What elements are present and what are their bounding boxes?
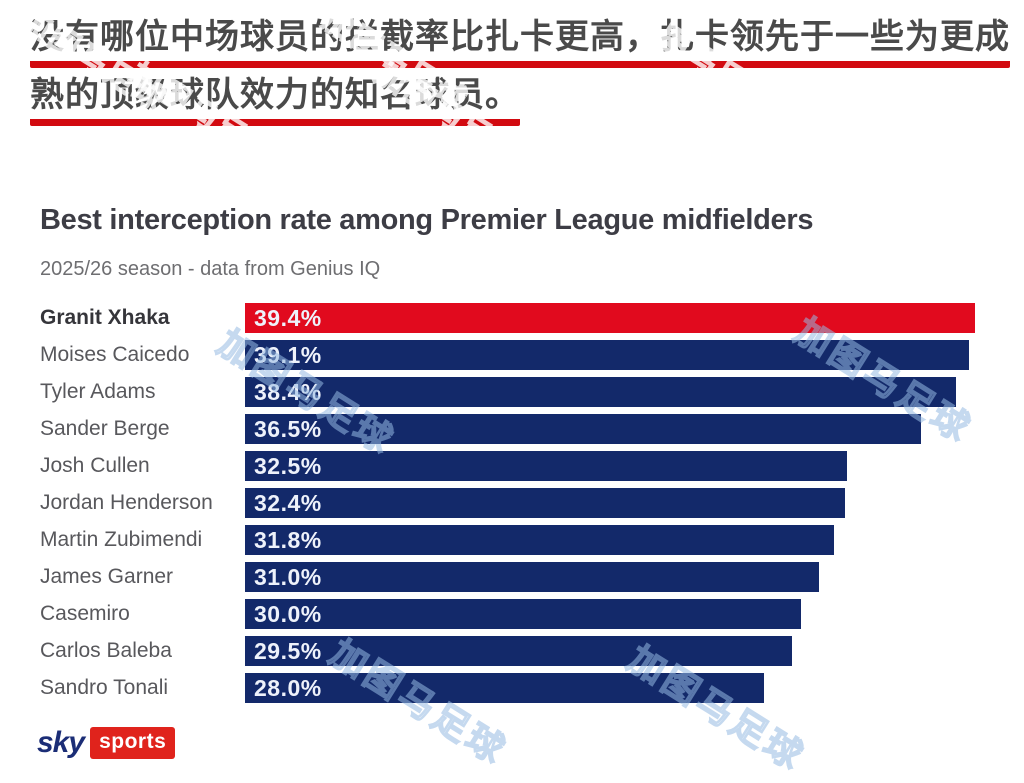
player-bar: 39.1%	[245, 340, 970, 370]
player-bar: 31.0%	[245, 562, 820, 592]
sky-sports-logo: sky sports	[37, 726, 176, 760]
player-bar: 31.8%	[245, 525, 835, 555]
player-name: Carlos Baleba	[40, 639, 172, 662]
chart-row: Tyler Adams 38.4%	[40, 377, 980, 407]
bar-value-label: 32.5%	[254, 452, 322, 479]
player-name: Sander Berge	[40, 417, 170, 440]
chart-row: Carlos Baleba 29.5%	[40, 636, 980, 666]
player-bar: 39.4%	[245, 303, 975, 333]
player-bar: 30.0%	[245, 599, 801, 629]
player-name: Tyler Adams	[40, 380, 156, 403]
chart-row: Josh Cullen 32.5%	[40, 451, 980, 481]
bar-value-label: 29.5%	[254, 637, 322, 664]
bar-track: 36.5%	[245, 414, 975, 444]
bar-value-label: 32.4%	[254, 489, 322, 516]
bar-track: 31.0%	[245, 562, 975, 592]
bar-value-label: 31.8%	[254, 526, 322, 553]
player-name: Granit Xhaka	[40, 306, 170, 329]
bar-track: 31.8%	[245, 525, 975, 555]
bar-track: 30.0%	[245, 599, 975, 629]
bar-track: 28.0%	[245, 673, 975, 703]
bar-track: 38.4%	[245, 377, 975, 407]
bar-value-label: 31.0%	[254, 563, 322, 590]
chart-row: Moises Caicedo 39.1%	[40, 340, 980, 370]
chart-row: Sander Berge 36.5%	[40, 414, 980, 444]
player-bar: 28.0%	[245, 673, 764, 703]
chart-row: Jordan Henderson 32.4%	[40, 488, 980, 518]
player-bar: 36.5%	[245, 414, 922, 444]
bar-track: 29.5%	[245, 636, 975, 666]
headline-line-1: 没有哪位中场球员的拦截率比扎卡更高，扎卡领先于一些为更成	[30, 14, 1010, 68]
bar-value-label: 38.4%	[254, 378, 322, 405]
sports-logo-badge: sports	[90, 727, 176, 759]
player-bar: 29.5%	[245, 636, 792, 666]
chart-row: James Garner 31.0%	[40, 562, 980, 592]
player-name: Josh Cullen	[40, 454, 150, 477]
player-name: Casemiro	[40, 602, 130, 625]
bar-track: 39.1%	[245, 340, 975, 370]
player-bar: 32.4%	[245, 488, 846, 518]
bar-value-label: 30.0%	[254, 600, 322, 627]
bar-value-label: 39.4%	[254, 304, 322, 331]
chart-row: Casemiro 30.0%	[40, 599, 980, 629]
player-name: Martin Zubimendi	[40, 528, 203, 551]
player-bar: 38.4%	[245, 377, 957, 407]
headline: 没有哪位中场球员的拦截率比扎卡更高，扎卡领先于一些为更成 熟的顶级球队效力的知名…	[30, 14, 1010, 130]
bar-value-label: 39.1%	[254, 341, 322, 368]
bar-track: 39.4%	[245, 303, 975, 333]
player-name: James Garner	[40, 565, 174, 588]
player-name: Jordan Henderson	[40, 491, 213, 514]
chart-subtitle: 2025/26 season - data from Genius IQ	[40, 258, 381, 280]
player-name: Moises Caicedo	[40, 343, 190, 366]
chart-row: Sandro Tonali 28.0%	[40, 673, 980, 703]
bar-track: 32.5%	[245, 451, 975, 481]
player-name: Sandro Tonali	[40, 676, 169, 699]
bar-chart: Granit Xhaka 39.4% Moises Caicedo 39.1% Tyle…	[40, 303, 980, 710]
headline-line-2: 熟的顶级球队效力的知名球员。	[30, 72, 520, 126]
bar-value-label: 28.0%	[254, 674, 322, 701]
player-bar: 32.5%	[245, 451, 848, 481]
chart-row: Granit Xhaka 39.4%	[40, 303, 980, 333]
chart-title: Best interception rate among Premier Lea…	[40, 204, 814, 236]
bar-track: 32.4%	[245, 488, 975, 518]
chart-row: Martin Zubimendi 31.8%	[40, 525, 980, 555]
sky-logo-text: sky	[37, 726, 85, 759]
bar-value-label: 36.5%	[254, 415, 322, 442]
